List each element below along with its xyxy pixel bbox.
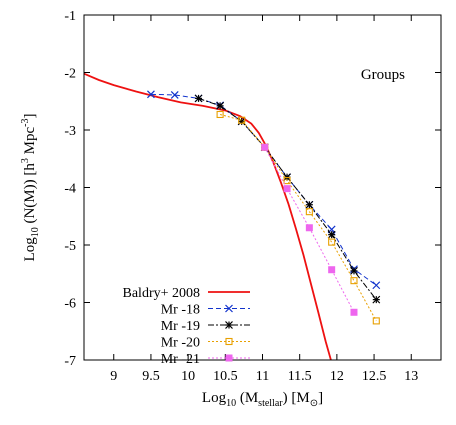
y-axis-label-base: Log (22, 237, 38, 262)
legend-entry-label: Mr -20 (161, 336, 200, 351)
x-axis-label-end: ) [M (283, 390, 310, 406)
y-tick-label: -3 (64, 124, 76, 139)
series-line (219, 113, 377, 322)
x-tick-label: 12 (330, 369, 344, 384)
y-tick-label: -5 (64, 239, 76, 254)
x-axis-label: Log10 (Mstellar) [M⊙] (202, 390, 323, 409)
data-point (237, 117, 246, 126)
data-point (328, 266, 336, 274)
data-point (372, 295, 381, 304)
y-tick-label: -7 (64, 354, 76, 369)
x-axis-label-sub: 10 (226, 398, 236, 409)
legend-entry-marker (225, 354, 233, 362)
x-tick-label: 10.5 (213, 369, 238, 384)
x-axis-label-sub2: stellar (258, 398, 283, 409)
y-axis-label-sup2: -3 (20, 119, 31, 127)
data-point (350, 266, 358, 275)
y-tick-label: -6 (64, 297, 76, 312)
data-point (261, 143, 269, 151)
y-axis-label: Log10 (N(M)) [h3 Mpc-3] (20, 114, 41, 262)
data-point (350, 308, 358, 316)
data-point (147, 90, 155, 99)
y-tick-label: -2 (64, 67, 76, 82)
y-axis-label-sup: 3 (20, 158, 31, 163)
data-point (170, 91, 179, 99)
y-axis-label-sub: 10 (30, 227, 41, 237)
x-tick-label: 10 (181, 369, 195, 384)
x-tick-label: 9.5 (142, 369, 160, 384)
data-point (194, 94, 203, 103)
legend-entry-label: Mr -21 (161, 352, 200, 367)
y-tick-label: -4 (64, 182, 76, 197)
ticks-layer: 9 9.5 10 10.5 11 11.5 12 12.5 13 -1 -2 -3 -4 -5 -6 -7 (64, 9, 441, 384)
data-point (216, 110, 224, 119)
data-point (283, 185, 291, 193)
legend-entry-label: Mr -19 (161, 319, 200, 334)
data-point (327, 230, 336, 239)
series-layer (84, 72, 381, 360)
x-axis-label-base: Log (202, 390, 227, 406)
legend-entry-label: Baldry+ 2008 (123, 286, 201, 301)
data-point (305, 224, 313, 232)
legend-entry-marker (225, 337, 233, 346)
legend-entry-label: Mr -18 (161, 303, 200, 318)
x-tick-label: 13 (404, 369, 418, 384)
data-point (238, 116, 246, 124)
data-point (283, 177, 291, 185)
data-point (305, 200, 314, 209)
series-line (84, 72, 332, 360)
y-axis-label-mid: (N(M)) [h (22, 163, 38, 228)
legend-entry-marker (225, 321, 233, 329)
annotation-groups: Groups (361, 67, 405, 83)
data-point (372, 317, 380, 325)
x-tick-label: 9 (110, 369, 117, 384)
x-axis-label-sym: ⊙ (310, 398, 318, 409)
data-point (372, 281, 381, 290)
y-axis-label-mid2: Mpc (22, 127, 38, 159)
data-point (305, 208, 313, 216)
legend-entry-marker (225, 304, 233, 313)
x-tick-label: 11.5 (288, 369, 312, 384)
x-axis-label-close: ] (318, 390, 323, 406)
x-axis-label-mid: (M (236, 390, 258, 406)
x-tick-label: 12.5 (362, 369, 387, 384)
data-point (350, 277, 358, 285)
y-tick-label: -1 (64, 9, 76, 24)
data-point (216, 101, 225, 110)
data-point (328, 238, 336, 246)
y-axis-label-close: ] (22, 114, 38, 119)
x-tick-label: 11 (256, 369, 269, 384)
